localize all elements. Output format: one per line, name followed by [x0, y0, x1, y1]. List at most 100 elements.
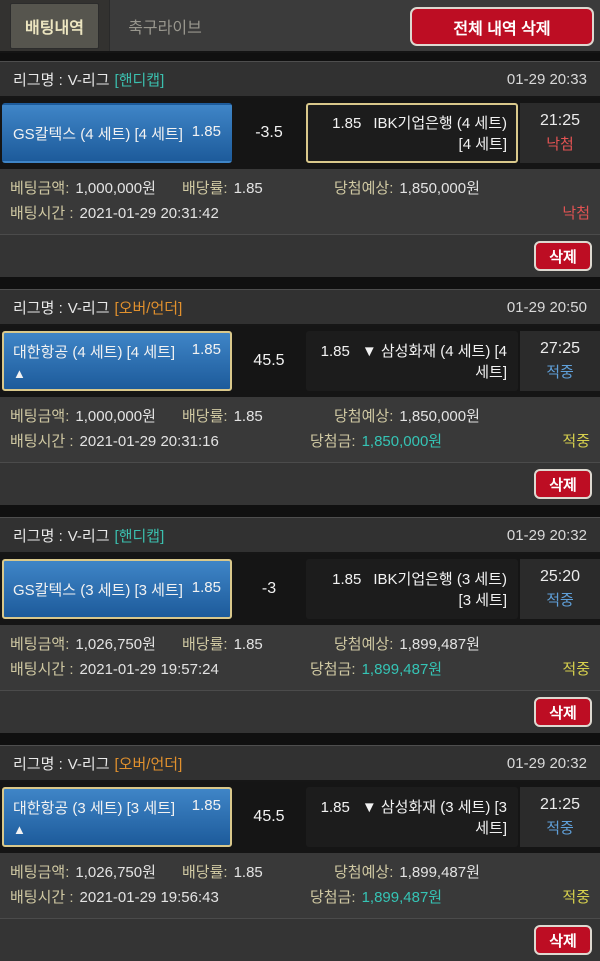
delete-all-history-button[interactable]: 전체 내역 삭제 [410, 7, 594, 46]
league-name: V-리그 [67, 299, 110, 317]
card-header: 리그명 : V-리그 [핸디캡] 01-29 20:33 [0, 61, 600, 98]
handicap-line-value: -3 [261, 580, 277, 597]
result-status: 적중 [546, 820, 574, 837]
delete-bet-button[interactable]: 삭제 [534, 241, 592, 271]
market-type: [핸디캡] [114, 71, 165, 89]
bet-time-value: 2021-01-29 20:31:42 [79, 205, 219, 222]
delete-bet-button[interactable]: 삭제 [534, 469, 592, 499]
bet-selection-row: 대한항공 (4 세트) [4 세트] 1.85 ▲ 45.5 1.85 ▼ 삼성화… [0, 326, 600, 397]
home-option: GS칼텍스 (4 세트) [4 세트] 1.85 [2, 103, 232, 163]
card-header: 리그명 : V-리그 [핸디캡] 01-29 20:32 [0, 517, 600, 554]
odds-rate-label: 배당률: [182, 408, 228, 425]
odds-rate-value: 1.85 [233, 636, 263, 653]
tab-cell-betting: 배팅내역 [0, 0, 110, 51]
bet-time-label: 배팅시간 : [10, 661, 74, 678]
bet-card: 리그명 : V-리그 [오버/언더] 01-29 20:50 대한항공 (4 세… [0, 289, 600, 505]
bet-amount-label: 베팅금액: [10, 636, 70, 653]
card-datetime: 01-29 20:33 [506, 70, 587, 88]
home-odds: 1.85 [191, 578, 221, 596]
home-odds: 1.85 [191, 797, 221, 814]
bet-details: 베팅금액: 1,026,750원 배당률: 1.85 당첨예상: 1,899,487원… [0, 853, 600, 918]
tab-cell-soccer: 축구라이브 [110, 0, 220, 51]
away-odds: 1.85 [332, 571, 362, 588]
market-type: [오버/언더] [114, 299, 183, 317]
bet-selection-row: GS칼텍스 (3 세트) [3 세트] 1.85 -3 1.85 IBK기업은행 … [0, 554, 600, 625]
detail-status: 낙첨 [562, 205, 590, 222]
away-team-name: ▼ 삼성화재 (4 세트) [4 세트] [361, 343, 507, 381]
away-option: 1.85 IBK기업은행 (4 세트) [4 세트] [306, 103, 518, 163]
expected-win-label: 당첨예상: [334, 864, 394, 881]
bet-history-list: 리그명 : V-리그 [핸디캡] 01-29 20:33 GS칼텍스 (4 세트… [0, 53, 600, 961]
odds-rate-label: 배당률: [182, 864, 228, 881]
bet-time-label: 배팅시간 : [10, 889, 74, 906]
league-info: 리그명 : V-리그 [오버/언더] [13, 753, 182, 774]
bet-selection-row: 대한항공 (3 세트) [3 세트] 1.85 ▲ 45.5 1.85 ▼ 삼성화… [0, 782, 600, 853]
home-odds: 1.85 [191, 122, 221, 140]
tab-soccer-live[interactable]: 축구라이브 [128, 19, 202, 37]
league-label: 리그명 : [13, 527, 63, 545]
away-odds: 1.85 [332, 115, 362, 132]
card-header: 리그명 : V-리그 [오버/언더] 01-29 20:50 [0, 289, 600, 326]
total-line-value: 45.5 [253, 808, 285, 825]
home-option: GS칼텍스 (3 세트) [3 세트] 1.85 [2, 559, 232, 619]
bet-time-label: 배팅시간 : [10, 205, 74, 222]
bet-card: 리그명 : V-리그 [핸디캡] 01-29 20:33 GS칼텍스 (4 세트… [0, 61, 600, 277]
away-option: 1.85 IBK기업은행 (3 세트) [3 세트] [306, 559, 518, 619]
result-status: 적중 [546, 364, 574, 381]
league-info: 리그명 : V-리그 [핸디캡] [13, 69, 164, 90]
bet-card: 리그명 : V-리그 [핸디캡] 01-29 20:32 GS칼텍스 (3 세트… [0, 517, 600, 733]
win-amount-value: 1,850,000원 [361, 433, 443, 450]
expected-win-value: 1,899,487원 [399, 636, 480, 653]
win-amount-label: 당첨금: [310, 661, 356, 678]
match-score: 25:20 [539, 568, 581, 585]
detail-status: 적중 [562, 889, 590, 906]
detail-status: 적중 [562, 661, 590, 678]
league-name: V-리그 [67, 71, 110, 89]
odds-rate-label: 배당률: [182, 636, 228, 653]
tab-betting-history[interactable]: 배팅내역 [10, 2, 99, 49]
match-score: 27:25 [539, 340, 581, 357]
bet-amount-value: 1,026,750원 [75, 864, 156, 881]
home-team-name: 대한항공 (4 세트) [4 세트] [13, 344, 176, 361]
bet-card: 리그명 : V-리그 [오버/언더] 01-29 20:32 대한항공 (3 세… [0, 745, 600, 961]
odds-rate-value: 1.85 [233, 408, 263, 425]
over-arrow-icon: ▲ [13, 366, 26, 381]
result-column: 21:25 낙첨 [520, 103, 600, 163]
card-datetime: 01-29 20:50 [506, 298, 587, 316]
result-status: 낙첨 [546, 136, 574, 153]
match-score: 21:25 [539, 112, 581, 129]
bet-amount-value: 1,026,750원 [75, 636, 156, 653]
detail-status: 적중 [562, 433, 590, 450]
result-column: 21:25 적중 [520, 787, 600, 847]
league-label: 리그명 : [13, 299, 63, 317]
bet-time-value: 2021-01-29 20:31:16 [79, 433, 219, 450]
bet-time-label: 배팅시간 : [10, 433, 74, 450]
under-option: 1.85 ▼ 삼성화재 (4 세트) [4 세트] [306, 331, 518, 391]
home-team-name: GS칼텍스 (3 세트) [3 세트] [13, 581, 183, 599]
odds-rate-value: 1.85 [233, 180, 263, 197]
delete-row: 삭제 [0, 462, 600, 505]
bet-selection-row: GS칼텍스 (4 세트) [4 세트] 1.85 -3.5 1.85 IBK기업은… [0, 98, 600, 169]
bet-time-value: 2021-01-29 19:57:24 [79, 661, 219, 678]
win-amount-label: 당첨금: [310, 889, 356, 906]
league-name: V-리그 [67, 755, 110, 773]
market-type: [오버/언더] [114, 755, 183, 773]
expected-win-value: 1,899,487원 [399, 864, 480, 881]
bet-amount-label: 베팅금액: [10, 864, 70, 881]
league-info: 리그명 : V-리그 [핸디캡] [13, 525, 164, 546]
league-label: 리그명 : [13, 755, 63, 773]
result-column: 25:20 적중 [520, 559, 600, 619]
handicap-line-value: -3.5 [255, 124, 283, 141]
delete-bet-button[interactable]: 삭제 [534, 925, 592, 955]
league-info: 리그명 : V-리그 [오버/언더] [13, 297, 182, 318]
over-arrow-icon: ▲ [13, 822, 26, 837]
league-name: V-리그 [67, 527, 110, 545]
delete-bet-button[interactable]: 삭제 [534, 697, 592, 727]
home-odds: 1.85 [191, 341, 221, 358]
odds-rate-value: 1.85 [233, 864, 263, 881]
delete-row: 삭제 [0, 690, 600, 733]
result-status: 적중 [546, 592, 574, 609]
league-label: 리그명 : [13, 71, 63, 89]
bet-amount-label: 베팅금액: [10, 180, 70, 197]
win-amount-value: 1,899,487원 [361, 889, 443, 906]
